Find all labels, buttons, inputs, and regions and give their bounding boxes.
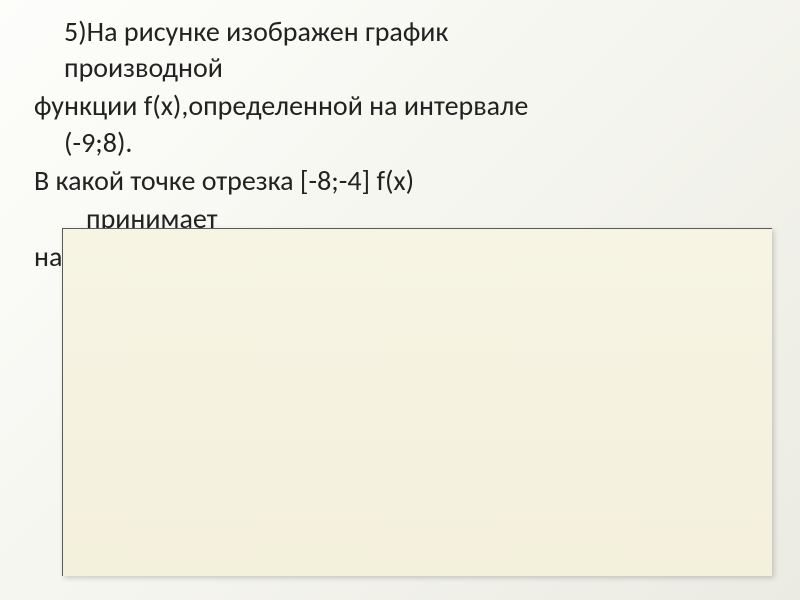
- derivative-chart: 0-9181xyy = f'(x): [62, 228, 772, 576]
- chart-background: [63, 229, 772, 576]
- problem-line-1: 5)На рисунке изображен график: [86, 14, 766, 50]
- problem-line-3: (-9;8).: [86, 125, 766, 161]
- problem-line-1b: производной: [86, 50, 766, 86]
- slide: 5)На рисунке изображен график производно…: [0, 0, 800, 600]
- problem-line-4: В какой точке отрезка [-8;-4] f(x): [34, 163, 766, 199]
- problem-line-2: функции f(x),определенной на интервале: [34, 88, 766, 124]
